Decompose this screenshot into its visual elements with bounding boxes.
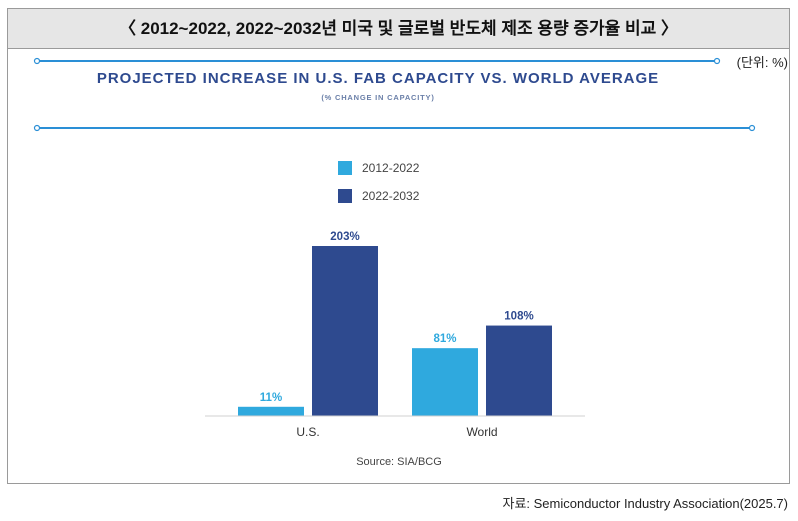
legend-label-series-2: 2022-2032 <box>362 189 420 203</box>
chart-source: Source: SIA/BCG <box>356 456 442 468</box>
legend-swatch-series-1 <box>338 161 352 175</box>
bar-world-2022-2032 <box>486 325 552 416</box>
bottom-rule-cap-left <box>33 124 41 132</box>
data-label-us-2012-2022: 11% <box>260 392 282 404</box>
data-label-world-2022-2032: 108% <box>504 311 533 323</box>
x-tick-label-world: World <box>466 425 497 439</box>
chart-title: PROJECTED INCREASE IN U.S. FAB CAPACITY … <box>96 70 660 87</box>
data-label-world-2012-2022: 81% <box>433 333 456 345</box>
bar-us-2022-2032 <box>312 246 378 416</box>
bar-world-2012-2022 <box>412 348 478 416</box>
legend-swatch-series-2 <box>338 189 352 203</box>
data-label-us-2022-2032: 203% <box>330 231 359 243</box>
x-tick-label-us: U.S. <box>296 425 319 439</box>
legend-item-series-2: 2022-2032 <box>338 187 419 205</box>
bar-us-2012-2022 <box>238 406 304 416</box>
top-rule-cap-left <box>33 57 41 65</box>
footer-credit: 자료: Semiconductor Industry Association(2… <box>502 496 788 511</box>
figure-frame: 〈 2012~2022, 2022~2032년 미국 및 글로벌 반도체 제조 … <box>7 8 790 484</box>
unit-label: (단위: %) <box>736 55 788 70</box>
top-rule-cap-right <box>713 57 721 65</box>
legend-label-series-1: 2012-2022 <box>362 161 420 175</box>
legend-item-series-1: 2012-2022 <box>338 159 419 177</box>
page-title: 〈 2012~2022, 2022~2032년 미국 및 글로벌 반도체 제조 … <box>8 9 789 49</box>
chart-subtitle: (% CHANGE IN CAPACITY) <box>321 93 435 102</box>
bottom-rule-cap-right <box>748 124 756 132</box>
